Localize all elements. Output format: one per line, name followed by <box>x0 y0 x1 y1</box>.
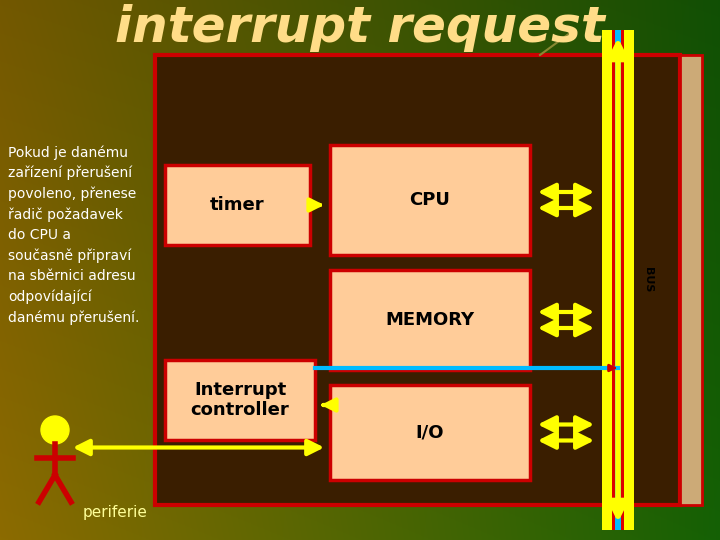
Bar <box>330 270 530 370</box>
Bar <box>612 30 624 530</box>
Bar <box>615 30 621 530</box>
Text: BUS: BUS <box>643 267 653 293</box>
Text: Pokud je danému
zařízení přerušení
povoleno, přenese
řadič požadavek
do CPU a
so: Pokud je danému zařízení přerušení povol… <box>8 145 140 325</box>
Text: MEMORY: MEMORY <box>385 311 474 329</box>
Text: periferie: periferie <box>83 505 148 520</box>
Bar <box>165 165 310 245</box>
Bar <box>330 145 530 255</box>
Text: timer: timer <box>210 196 265 214</box>
Text: Interrupt
controller: Interrupt controller <box>191 381 289 420</box>
Bar <box>602 30 634 530</box>
Bar <box>680 55 702 505</box>
Bar <box>165 360 315 440</box>
Text: interrupt request: interrupt request <box>115 4 605 52</box>
Circle shape <box>41 416 69 444</box>
Bar <box>330 385 530 480</box>
Text: CPU: CPU <box>410 191 451 209</box>
Bar <box>155 55 680 505</box>
Text: I/O: I/O <box>415 423 444 442</box>
